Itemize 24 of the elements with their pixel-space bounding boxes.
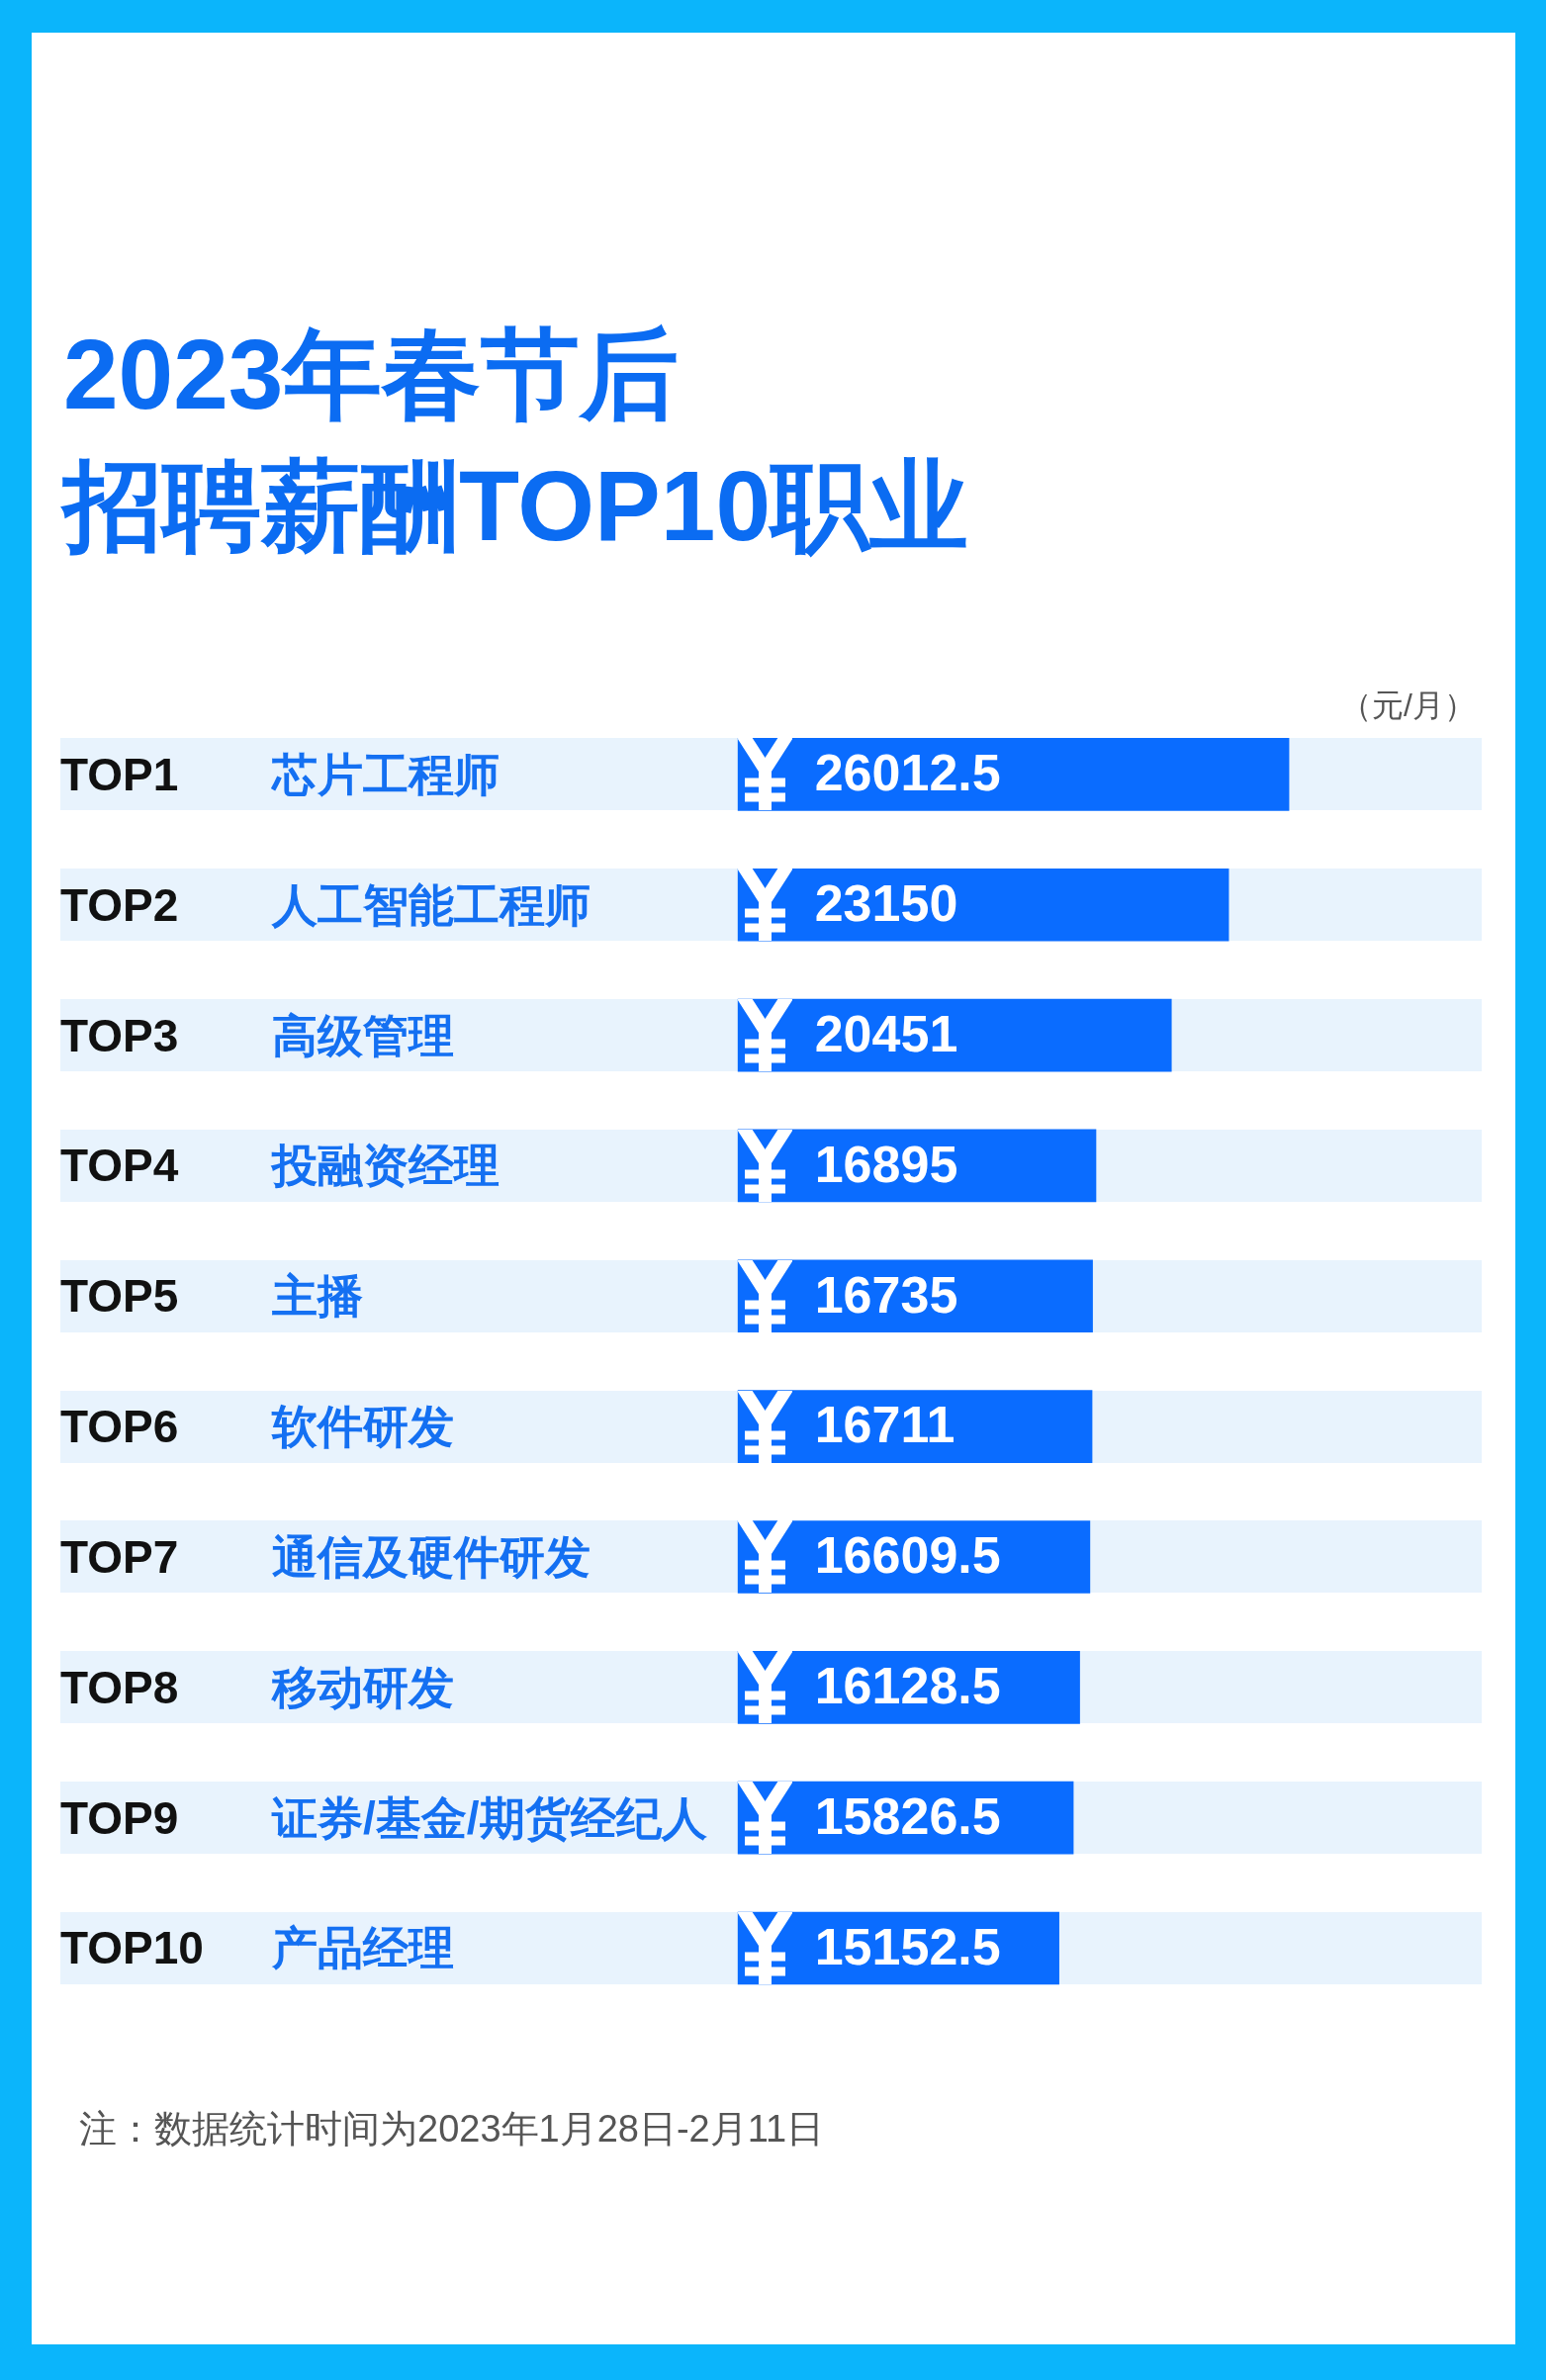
data-label: 23150 (814, 874, 958, 933)
category-label: TOP7 通信及硬件研发 (60, 1530, 591, 1583)
data-label: 16128.5 (814, 1657, 1001, 1715)
category-label: TOP9 证券/基金/期货经纪人 (60, 1791, 707, 1844)
data-label: 15152.5 (814, 1917, 1001, 1975)
category-label: TOP1 芯片工程师 (60, 748, 500, 800)
data-label: 16711 (814, 1396, 955, 1454)
data-label: 16735 (814, 1265, 958, 1324)
data-label: 15826.5 (814, 1786, 1001, 1845)
category-label: TOP3 高级管理 (60, 1009, 454, 1061)
data-label: 16895 (814, 1135, 958, 1193)
category-label: TOP8 移动研发 (60, 1661, 454, 1713)
data-label: 26012.5 (814, 744, 1001, 802)
data-label: 20451 (814, 1004, 958, 1062)
chart-title: 2023年春节后 (63, 318, 680, 431)
bar (737, 998, 1172, 1072)
category-label: TOP4 投融资经理 (60, 1140, 500, 1192)
category-label: TOP5 主播 (60, 1270, 363, 1323)
data-label: 16609.5 (814, 1526, 1001, 1585)
text: 注：数据统计时间为2023年1月28日-2月11日 (79, 2107, 825, 2151)
x-axis-title: （元/月） (1340, 687, 1476, 723)
category-label: TOP10 产品经理 (60, 1922, 454, 1974)
category-label: TOP6 软件研发 (60, 1401, 454, 1453)
category-label: TOP2 人工智能工程师 (60, 878, 591, 931)
